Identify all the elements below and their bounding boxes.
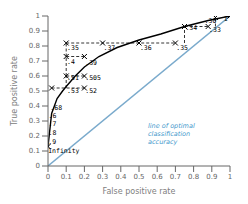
svg-text:0: 0 (36, 162, 40, 170)
svg-text:.35: .35 (176, 44, 188, 52)
svg-text:0.9: 0.9 (29, 27, 40, 35)
svg-text:0.9: 0.9 (206, 173, 217, 181)
svg-text:0.3: 0.3 (97, 173, 108, 181)
svg-text:0.8: 0.8 (29, 42, 40, 50)
svg-text:0.2: 0.2 (79, 173, 90, 181)
svg-text:0.3: 0.3 (29, 117, 40, 125)
svg-text:.52: .52 (85, 87, 97, 95)
svg-text:0.2: 0.2 (29, 132, 40, 140)
svg-text:1: 1 (224, 16, 228, 23)
svg-text:0.5: 0.5 (29, 87, 40, 95)
svg-text:Infinity: Infinity (48, 147, 79, 155)
svg-text:0.4: 0.4 (115, 173, 127, 181)
svg-text:.39: .39 (85, 59, 97, 67)
svg-text:.37: .37 (104, 44, 116, 52)
svg-text:.33: .33 (209, 26, 221, 34)
svg-text:0.1: 0.1 (61, 173, 72, 181)
svg-text:.9: .9 (48, 138, 56, 146)
svg-text:0.1: 0.1 (29, 147, 40, 155)
svg-text:.4: .4 (67, 58, 75, 66)
svg-text:0.4: 0.4 (29, 102, 41, 110)
svg-text:.7: .7 (49, 120, 57, 128)
svg-text:0.8: 0.8 (188, 173, 199, 181)
svg-text:1: 1 (228, 173, 232, 181)
svg-text:True positive rate: True positive rate (10, 56, 19, 127)
svg-text:.6: .6 (49, 112, 57, 120)
svg-text:.8: .8 (49, 129, 57, 137)
svg-text:0.6: 0.6 (29, 72, 41, 80)
svg-text:.36: .36 (140, 44, 152, 52)
svg-text:0.7: 0.7 (29, 57, 40, 65)
svg-text:0.7: 0.7 (170, 173, 181, 181)
svg-text:False positive rate: False positive rate (103, 187, 176, 196)
svg-text:.30: .30 (205, 17, 217, 25)
svg-text:1: 1 (36, 12, 40, 20)
svg-text:.34: .34 (185, 24, 197, 32)
svg-text:.505: .505 (85, 74, 101, 82)
svg-text:0.5: 0.5 (133, 173, 144, 181)
svg-text:.51: .51 (67, 74, 79, 82)
svg-text:0: 0 (46, 173, 50, 181)
svg-text:0.6: 0.6 (152, 173, 164, 181)
html-text:line of optimal classification: line of optimal classification accuracy (148, 122, 195, 146)
svg-text:.68: .68 (50, 104, 62, 112)
svg-text:.53: .53 (67, 87, 79, 95)
svg-text:.35: .35 (67, 44, 79, 52)
